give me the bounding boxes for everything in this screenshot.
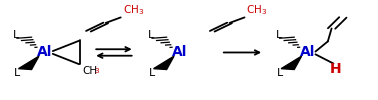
Text: L: L [149,68,155,78]
Text: H: H [330,62,341,76]
Polygon shape [153,56,174,70]
Text: Al: Al [37,46,52,60]
Text: $_3$: $_3$ [94,66,101,76]
Text: CH$_3$: CH$_3$ [246,3,268,17]
Polygon shape [281,56,302,70]
Text: L: L [148,30,155,40]
Text: Al: Al [299,46,315,60]
Text: L: L [14,68,20,78]
Text: CH: CH [82,66,97,76]
Text: L: L [277,68,283,78]
Text: Al: Al [172,46,187,60]
Polygon shape [19,56,39,70]
Text: CH$_3$: CH$_3$ [122,3,144,17]
Text: L: L [276,30,282,40]
Text: L: L [13,30,19,40]
